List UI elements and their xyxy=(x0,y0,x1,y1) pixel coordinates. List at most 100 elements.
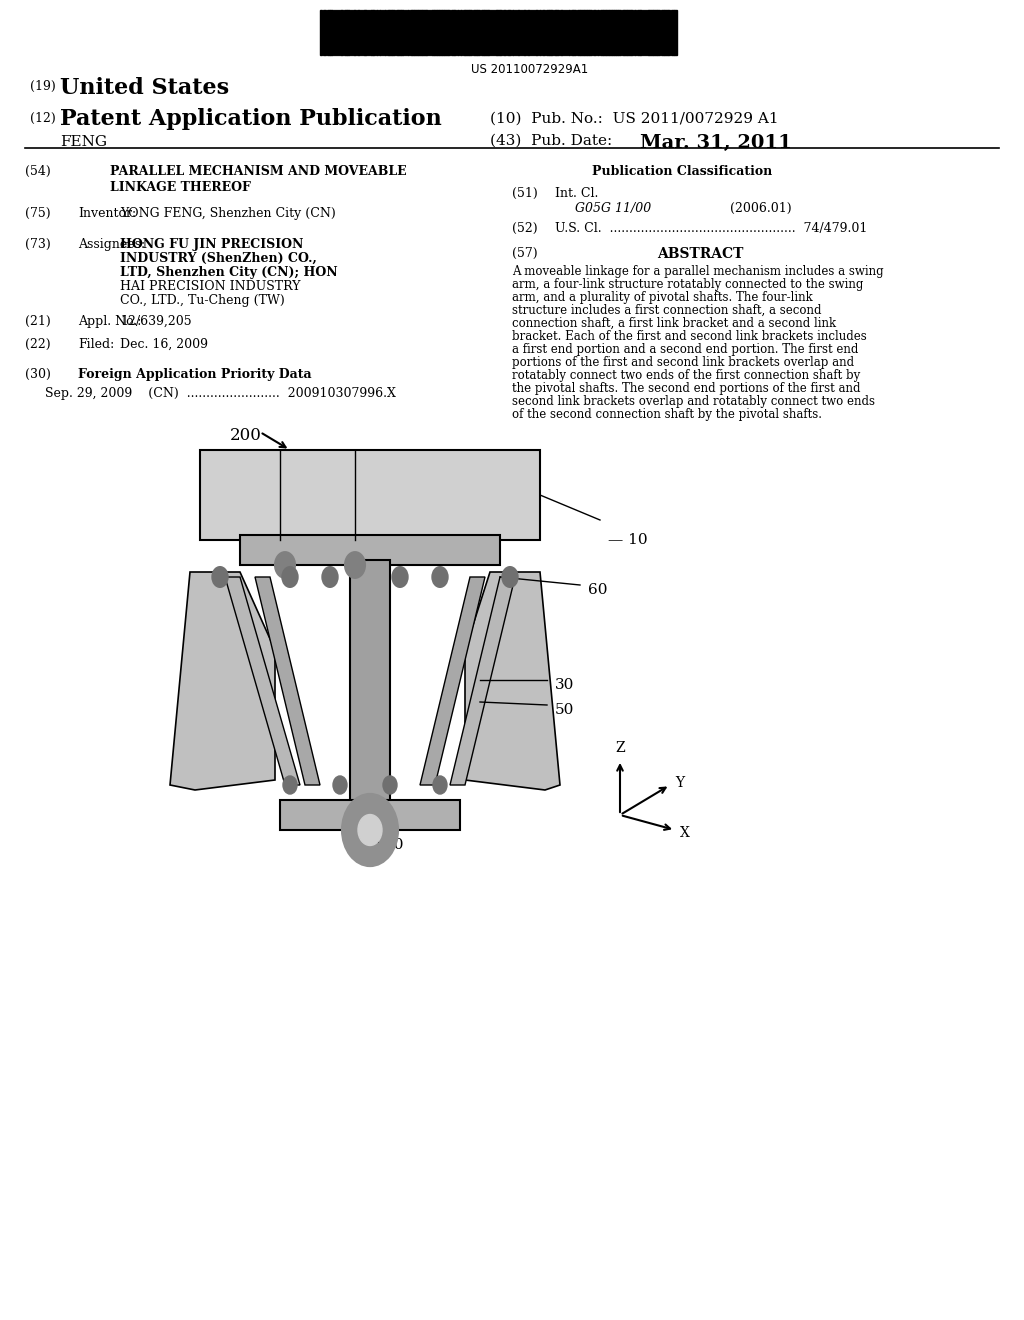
Bar xyxy=(597,11,599,55)
Circle shape xyxy=(433,776,447,795)
Text: Appl. No.:: Appl. No.: xyxy=(78,315,141,327)
Text: (73): (73) xyxy=(25,238,51,251)
Text: YONG FENG, Shenzhen City (CN): YONG FENG, Shenzhen City (CN) xyxy=(120,207,336,220)
Text: (54): (54) xyxy=(25,165,51,178)
Bar xyxy=(398,11,400,55)
Text: (10)  Pub. No.:  US 2011/0072929 A1: (10) Pub. No.: US 2011/0072929 A1 xyxy=(490,112,778,125)
Bar xyxy=(431,11,433,55)
Bar xyxy=(585,11,587,55)
Text: structure includes a first connection shaft, a second: structure includes a first connection sh… xyxy=(512,304,821,317)
Bar xyxy=(376,11,378,55)
Text: LINKAGE THEREOF: LINKAGE THEREOF xyxy=(110,181,251,194)
Bar xyxy=(465,11,469,55)
Bar xyxy=(554,11,556,55)
Text: (22): (22) xyxy=(25,338,50,351)
Text: Sep. 29, 2009    (CN)  ........................  200910307996.X: Sep. 29, 2009 (CN) .....................… xyxy=(45,387,396,400)
Text: (19): (19) xyxy=(30,81,55,92)
Text: 30: 30 xyxy=(555,678,574,692)
Bar xyxy=(351,11,352,55)
Text: (51): (51) xyxy=(512,187,538,201)
Bar xyxy=(539,11,542,55)
Bar xyxy=(366,11,367,55)
Bar xyxy=(632,11,633,55)
Text: United States: United States xyxy=(60,77,229,99)
Bar xyxy=(469,11,472,55)
Bar xyxy=(530,11,532,55)
Text: portions of the first and second link brackets overlap and: portions of the first and second link br… xyxy=(512,356,854,370)
Bar xyxy=(515,11,516,55)
Bar xyxy=(404,11,406,55)
Bar xyxy=(392,11,395,55)
Bar xyxy=(527,11,530,55)
Text: the pivotal shafts. The second end portions of the first and: the pivotal shafts. The second end porti… xyxy=(512,381,860,395)
Bar xyxy=(481,11,483,55)
Text: — 10: — 10 xyxy=(608,533,647,546)
Bar xyxy=(389,11,391,55)
Bar xyxy=(609,11,611,55)
Bar xyxy=(568,11,570,55)
Circle shape xyxy=(282,566,298,587)
Bar xyxy=(407,11,410,55)
Bar xyxy=(396,11,397,55)
Polygon shape xyxy=(450,577,515,785)
Text: (12): (12) xyxy=(30,112,55,125)
Text: Assignees:: Assignees: xyxy=(78,238,145,251)
Circle shape xyxy=(392,566,408,587)
Bar xyxy=(434,11,436,55)
Bar xyxy=(521,11,522,55)
Bar xyxy=(649,11,652,55)
Bar xyxy=(640,11,642,55)
Text: US 20110072929A1: US 20110072929A1 xyxy=(471,63,589,77)
Circle shape xyxy=(283,776,297,795)
Bar xyxy=(493,11,495,55)
Text: INDUSTRY (ShenZhen) CO.,: INDUSTRY (ShenZhen) CO., xyxy=(120,252,317,265)
Bar xyxy=(413,11,414,55)
Bar xyxy=(622,11,624,55)
Text: a first end portion and a second end portion. The first end: a first end portion and a second end por… xyxy=(512,343,858,356)
Bar xyxy=(570,11,572,55)
Bar xyxy=(523,11,526,55)
Bar xyxy=(334,11,335,55)
Bar xyxy=(423,11,426,55)
Text: Inventor:: Inventor: xyxy=(78,207,136,220)
Text: 50: 50 xyxy=(555,704,574,717)
Text: arm, and a plurality of pivotal shafts. The four-link: arm, and a plurality of pivotal shafts. … xyxy=(512,290,813,304)
Bar xyxy=(338,11,339,55)
Bar xyxy=(542,11,545,55)
Text: (57): (57) xyxy=(512,247,538,260)
Bar xyxy=(500,11,502,55)
Text: (52): (52) xyxy=(512,222,538,235)
Bar xyxy=(634,11,636,55)
Bar xyxy=(593,11,596,55)
Circle shape xyxy=(333,776,347,795)
Bar xyxy=(323,11,326,55)
Text: 12/639,205: 12/639,205 xyxy=(120,315,191,327)
Text: LTD, Shenzhen City (CN); HON: LTD, Shenzhen City (CN); HON xyxy=(120,267,338,279)
Text: bracket. Each of the first and second link brackets includes: bracket. Each of the first and second li… xyxy=(512,330,866,343)
Bar xyxy=(653,11,656,55)
Text: U.S. Cl.  ................................................  74/479.01: U.S. Cl. ...............................… xyxy=(555,222,867,235)
Bar xyxy=(647,11,649,55)
Bar xyxy=(517,11,520,55)
Bar xyxy=(587,11,589,55)
Bar xyxy=(439,11,441,55)
Bar xyxy=(401,11,404,55)
Bar xyxy=(344,11,346,55)
Bar xyxy=(512,11,514,55)
Circle shape xyxy=(342,793,398,866)
Bar xyxy=(387,11,389,55)
Bar xyxy=(618,11,621,55)
Bar xyxy=(577,11,580,55)
Bar xyxy=(473,11,476,55)
Bar xyxy=(356,11,360,55)
Bar xyxy=(560,11,563,55)
Bar xyxy=(509,11,511,55)
Bar xyxy=(671,11,674,55)
Bar xyxy=(606,11,608,55)
Bar xyxy=(507,11,509,55)
Circle shape xyxy=(358,814,382,846)
Bar xyxy=(319,11,322,55)
Bar xyxy=(566,11,567,55)
Bar xyxy=(437,11,438,55)
Bar xyxy=(364,11,365,55)
